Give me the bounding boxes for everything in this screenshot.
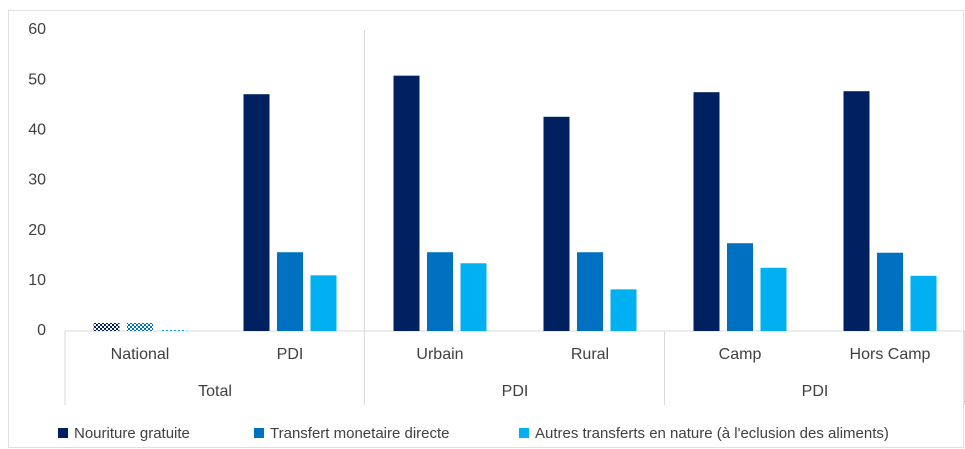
legend-swatch [519, 428, 529, 438]
x-tick-label: PDI [277, 346, 304, 363]
y-tick-label: 30 [28, 172, 46, 189]
x-tick-label: Hors Camp [850, 346, 931, 363]
y-tick-label: 10 [28, 272, 46, 289]
bar [693, 92, 720, 331]
x-tick-label: Rural [571, 346, 609, 363]
bar [843, 91, 870, 331]
bar [160, 329, 187, 331]
x-tick-label: Camp [719, 346, 762, 363]
legend-swatch [58, 428, 68, 438]
bar [127, 322, 153, 331]
bar [460, 263, 487, 331]
y-tick-label: 0 [37, 322, 46, 339]
bar [760, 267, 787, 331]
y-tick-label: 60 [28, 21, 46, 38]
group-label: Total [198, 383, 232, 400]
y-tick-label: 20 [28, 222, 46, 239]
x-tick-label: Urbain [416, 346, 463, 363]
bar [577, 252, 603, 331]
bar [277, 252, 303, 331]
bar [610, 289, 637, 331]
legend-label: Autres transferts en nature (à l'eclusio… [535, 425, 889, 442]
bar [310, 275, 337, 331]
bar [93, 322, 120, 331]
bar [543, 116, 570, 331]
y-tick-label: 40 [28, 122, 46, 139]
bar [427, 252, 453, 331]
legend-label: Nouriture gratuite [74, 425, 190, 442]
x-tick-label: National [111, 346, 170, 363]
chart-border [8, 10, 964, 448]
bar [393, 75, 420, 331]
bar [877, 252, 903, 331]
bar [727, 243, 753, 331]
legend-swatch [254, 428, 264, 438]
y-tick-label: 50 [28, 71, 46, 88]
bar [243, 94, 270, 331]
group-label: PDI [502, 383, 529, 400]
group-label: PDI [802, 383, 829, 400]
legend-label: Transfert monetaire directe [270, 425, 450, 442]
bar [910, 275, 937, 331]
